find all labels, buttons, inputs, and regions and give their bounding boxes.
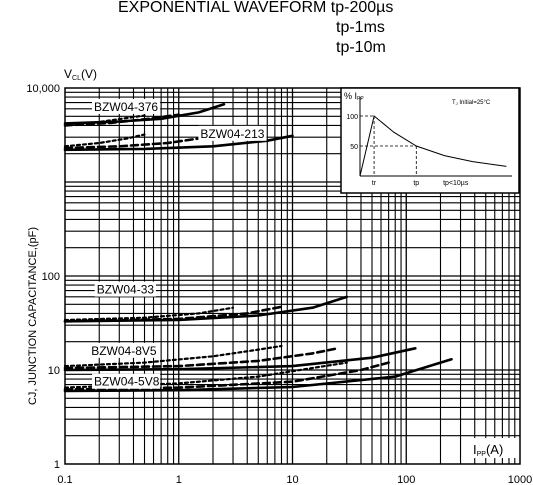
series-label-bg (92, 373, 161, 389)
vcl-axis-label: VCL(V) (64, 67, 97, 82)
series-line (63, 358, 453, 393)
chart-title-line-1: EXPONENTIAL WAVEFORM tp-200µs (118, 0, 394, 16)
y-tick-label: 10,000 (26, 83, 60, 95)
series-line (63, 347, 340, 370)
chart-title-line-3: tp-10m (336, 39, 386, 56)
series-label: BZW04-213 (200, 127, 264, 141)
chart-title-line-2: tp-1ms (336, 19, 385, 36)
x-axis-label: IPP(A) (473, 442, 503, 458)
y-tick-label: 100 (42, 271, 60, 283)
series-label: BZW04-5V8 (94, 375, 160, 389)
y-axis-label: CJ, JUNCTION CAPACITANCE,(pF) (27, 227, 39, 405)
x-tick-label: 1 (176, 474, 182, 485)
series-labels: BZW04-376 BZW04-213 BZW04-33 BZW04-8V5 BZW04… (89, 98, 267, 389)
inset-y-label: % IPP (344, 91, 364, 102)
inset-x-marker-label: tp (413, 180, 419, 187)
x-tick-label: 10 (286, 474, 298, 485)
inset-x-note: tp<10µs (443, 180, 469, 187)
y-tick-label: 1 (54, 459, 60, 471)
inset-y-tick-label: 50 (350, 144, 358, 151)
series-line (63, 344, 283, 368)
series-line (63, 134, 219, 150)
series-line (63, 114, 146, 126)
inset-y-tick-label: 100 (346, 114, 358, 121)
x-tick-label: 0.1 (57, 474, 72, 485)
inset-x-marker-label: tr (372, 180, 377, 187)
series-label: BZW04-33 (97, 283, 155, 297)
inset-frame (340, 87, 520, 194)
series-label-bg (92, 98, 161, 114)
series-label-bg (94, 281, 156, 297)
x-tick-label: 100 (397, 474, 415, 485)
series-label-bg (89, 342, 158, 358)
ipp-label-bg (470, 438, 517, 458)
inset-note: TJ Initial=25°C (452, 100, 491, 106)
series-line (63, 134, 294, 152)
series-line (63, 295, 349, 323)
axes: 0.1 1 10 100 1000 1 10 100 10,000 CJ, JUNCTION CA… (26, 67, 532, 485)
series-label: BZW04-376 (94, 100, 158, 114)
series-line (63, 113, 181, 127)
series-label: BZW04-8V5 (91, 344, 157, 358)
series-line (63, 306, 235, 322)
y-tick-label: 10 (48, 365, 60, 377)
series-group (63, 103, 453, 393)
x-tick-label: 1000 (508, 474, 532, 485)
series-line (63, 305, 283, 323)
inset-waveform: % IPP 100 50 tr tp tp<10µs TJ Initial=25°C (340, 87, 520, 194)
series-line (63, 133, 146, 148)
series-label-bg (198, 125, 267, 141)
series-line (63, 347, 417, 372)
plot-frame (64, 87, 521, 465)
